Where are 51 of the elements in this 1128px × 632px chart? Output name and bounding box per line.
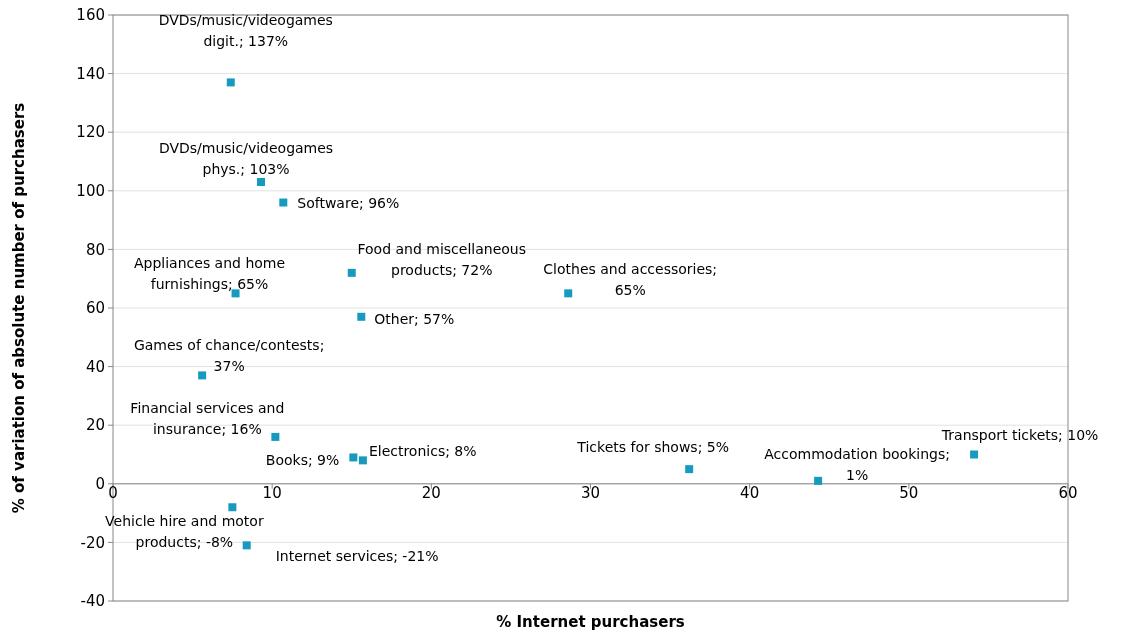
point [685, 465, 694, 474]
data-label: Software; 96% [297, 194, 400, 211]
x-tick-label: 20 [421, 484, 441, 503]
x-tick-label: 50 [899, 484, 919, 503]
data-label: Tickets for shows; 5% [576, 439, 730, 456]
y-tick-label: 60 [85, 299, 105, 318]
y-tick-label: -20 [80, 533, 105, 552]
data-label: Financial services and insurance; 16% [130, 399, 285, 437]
y-tick-label: 140 [76, 64, 105, 83]
point [358, 456, 367, 465]
data-label: Electronics; 8% [368, 443, 477, 460]
data-label: Food and miscellaneous products; 72% [357, 240, 527, 278]
data-label: DVDs/music/videogames digit.; 137% [158, 12, 333, 50]
x-tick-label: 30 [580, 484, 601, 503]
x-axis-title: % Internet purchasers [496, 613, 685, 631]
data-label: Clothes and accessories; 65% [543, 261, 718, 299]
point [228, 503, 237, 512]
y-tick-label: 40 [85, 357, 105, 376]
y-tick-label: 120 [76, 123, 105, 142]
point [271, 432, 280, 441]
x-tick-label: 0 [108, 484, 118, 503]
y-tick-label: -40 [80, 592, 105, 611]
data-label: Games of chance/contests; 37% [133, 337, 325, 375]
data-label: DVDs/music/videogames phys.; 103% [158, 140, 334, 178]
y-tick-label: 160 [76, 6, 105, 25]
point [257, 178, 266, 187]
data-label: Vehicle hire and motor products; -8% [105, 513, 264, 551]
data-label: Appliances and home furnishings; 65% [134, 255, 286, 293]
point [279, 198, 288, 207]
y-axis-title: % of variation of absolute number of purchasers [10, 102, 28, 514]
data-label: Accommodation bookings; 1% [764, 445, 950, 483]
x-tick-label: 40 [740, 484, 760, 503]
x-tick-label: 10 [262, 484, 282, 503]
point [349, 453, 358, 462]
point [242, 541, 251, 550]
point [347, 268, 356, 277]
point [564, 289, 573, 298]
point [814, 476, 823, 485]
data-label: Books; 9% [265, 452, 340, 469]
point [970, 450, 979, 459]
data-label: Internet services; -21% [275, 548, 439, 565]
y-tick-label: 80 [85, 240, 105, 259]
point [198, 371, 207, 380]
data-label: Transport tickets; 10% [940, 426, 1099, 443]
y-tick-label: 100 [76, 182, 105, 201]
data-label: Other; 57% [374, 310, 455, 327]
point [231, 289, 240, 298]
y-tick-label: 20 [85, 416, 105, 435]
point [226, 78, 235, 87]
x-tick-label: 60 [1058, 484, 1078, 503]
point [357, 312, 366, 321]
